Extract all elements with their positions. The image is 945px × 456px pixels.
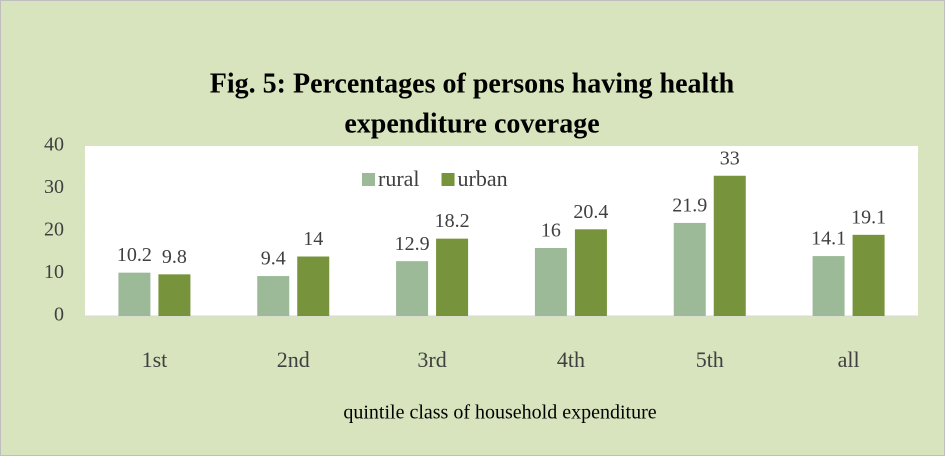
bar [297, 256, 330, 316]
y-tick-label: 40 [44, 134, 64, 156]
data-label: 10.2 [117, 244, 152, 266]
bar [534, 248, 567, 316]
bar [436, 238, 469, 316]
x-tick-label: 4th [557, 347, 585, 372]
data-label: 19.1 [851, 206, 886, 228]
x-tick-label: 2nd [277, 347, 310, 372]
bar [812, 256, 845, 316]
data-label: 20.4 [573, 201, 608, 223]
y-tick-label: 30 [44, 176, 64, 198]
y-tick-label: 0 [54, 304, 64, 326]
data-label: 16 [541, 220, 561, 242]
bar [257, 276, 290, 316]
data-label: 21.9 [672, 195, 707, 217]
bar [118, 272, 151, 316]
y-tick-label: 10 [44, 261, 64, 283]
data-label: 18.2 [435, 210, 470, 232]
bar [574, 229, 607, 316]
data-label: 9.4 [261, 248, 286, 270]
data-label: 12.9 [395, 233, 430, 255]
legend-swatch [441, 173, 455, 186]
legend-label: urban [458, 166, 508, 191]
bar [713, 175, 746, 316]
x-tick-label: 3rd [417, 347, 446, 372]
bar [396, 261, 429, 316]
data-label: 9.8 [162, 246, 187, 268]
data-label: 14.1 [811, 228, 846, 250]
y-tick-label: 20 [44, 219, 64, 241]
chart-title: expenditure coverage [344, 108, 599, 139]
x-tick-label: 5th [696, 347, 724, 372]
x-tick-label: 1st [142, 347, 168, 372]
legend-label: rural [378, 166, 420, 191]
plot-area [85, 146, 918, 316]
data-label: 14 [303, 228, 323, 250]
x-tick-label: all [838, 347, 860, 372]
data-label: 33 [720, 147, 740, 169]
bar [852, 234, 885, 316]
x-axis-title: quintile class of household expenditure [343, 402, 656, 424]
legend-swatch [362, 173, 375, 186]
bar [158, 274, 191, 316]
bar [673, 222, 706, 316]
chart-title: Fig. 5: Percentages of persons having he… [210, 68, 735, 99]
